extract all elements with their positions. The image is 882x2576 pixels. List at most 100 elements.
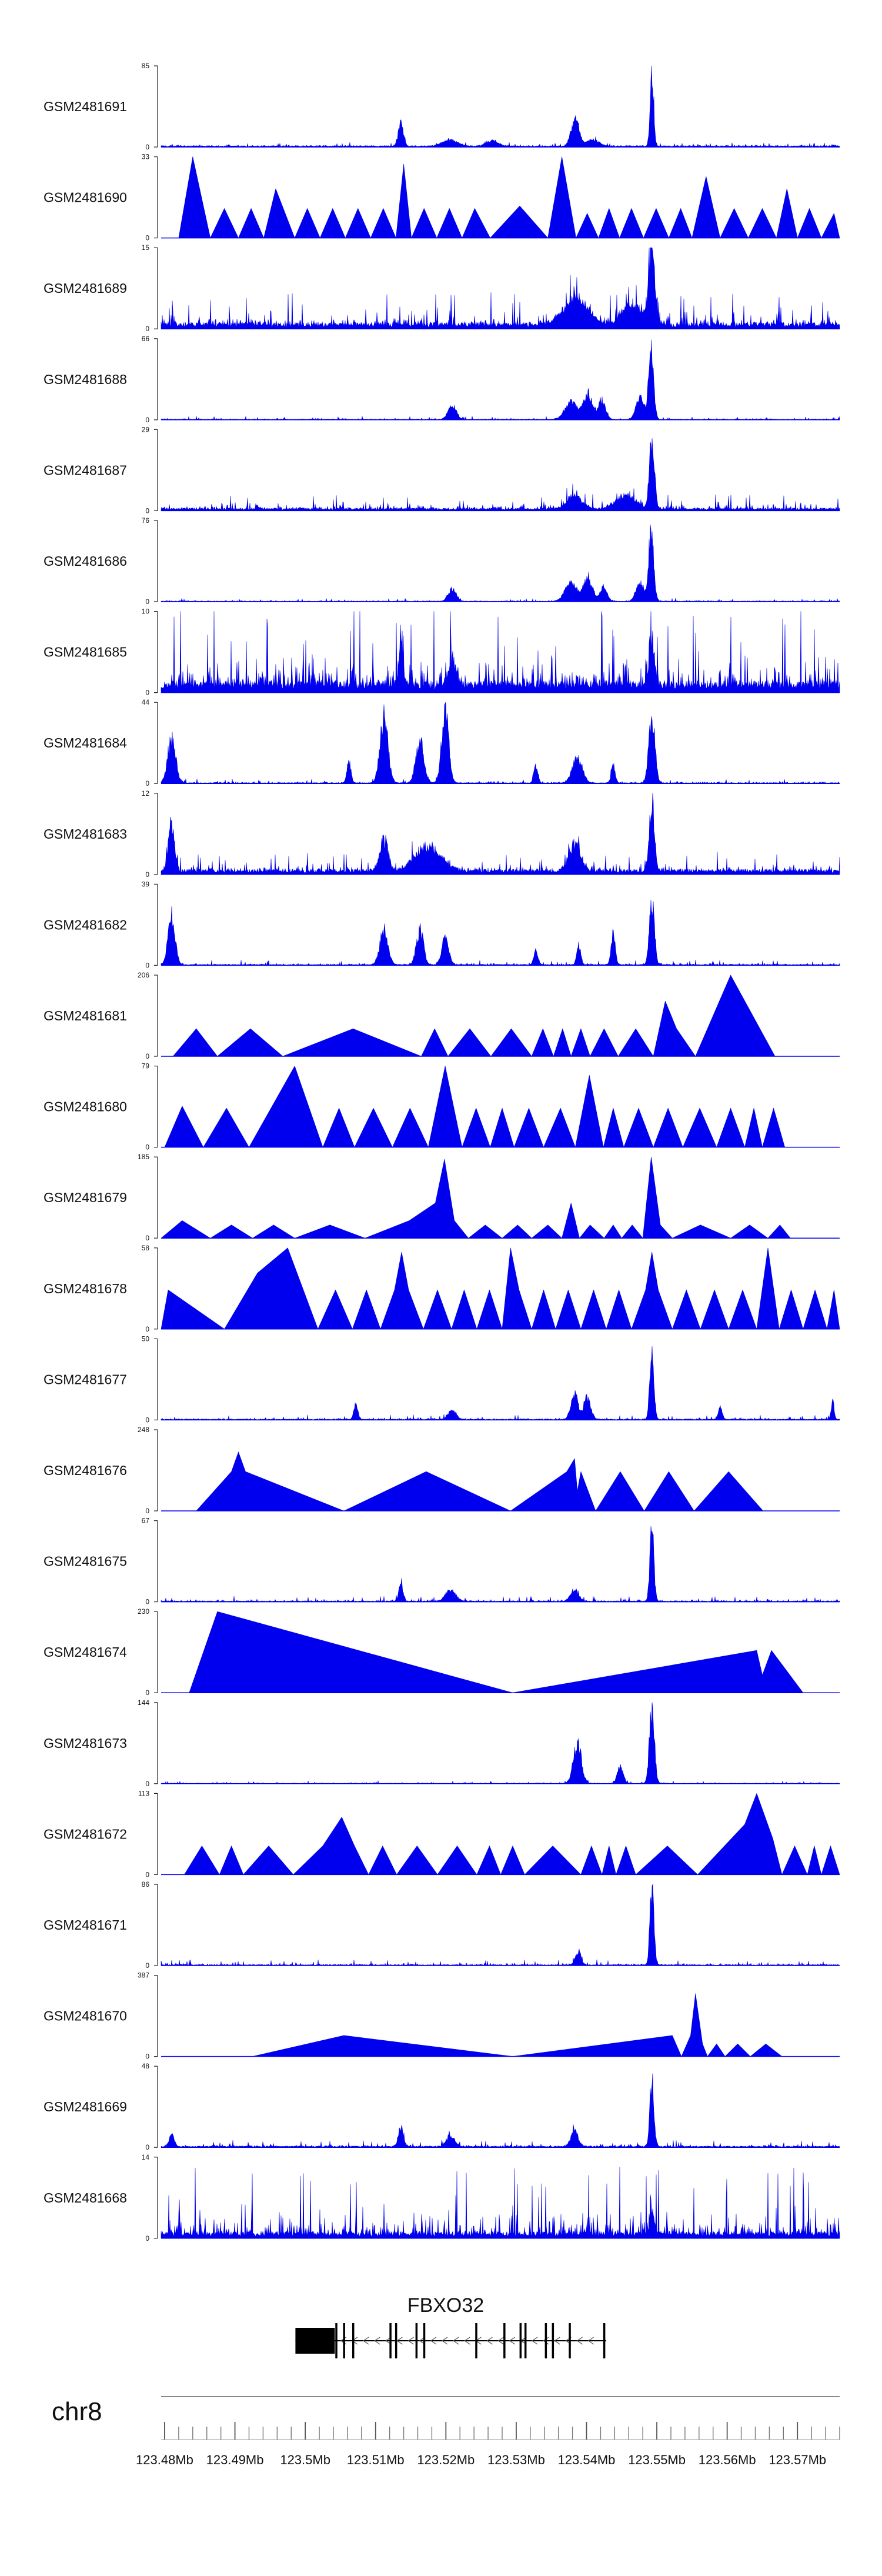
signal-area <box>161 1247 840 1330</box>
y-max-label: 33 <box>142 153 150 161</box>
gene-exon <box>352 2323 355 2358</box>
signal-area <box>161 1346 840 1420</box>
gene-utr-block <box>295 2328 335 2354</box>
strand-arrow <box>385 2337 392 2345</box>
strand-arrow <box>543 2337 549 2345</box>
track-label: GSM2481691 <box>44 99 127 114</box>
track-label: GSM2481682 <box>44 917 127 932</box>
track-label: GSM2481677 <box>44 1372 127 1387</box>
signal-area <box>178 156 840 238</box>
signal-area <box>164 1066 785 1147</box>
strand-arrow <box>554 2337 560 2345</box>
strand-arrow <box>509 2337 516 2345</box>
strand-arrow <box>587 2337 594 2345</box>
strand-arrow <box>419 2337 425 2345</box>
y-max-label: 144 <box>138 1699 149 1707</box>
signal-area <box>161 2167 840 2239</box>
y-min-label: 0 <box>145 1052 149 1060</box>
y-max-label: 206 <box>138 971 149 979</box>
y-min-label: 0 <box>145 325 149 333</box>
y-min-label: 0 <box>145 1143 149 1152</box>
signal-area <box>161 247 840 329</box>
signal-area <box>184 1793 840 1875</box>
y-max-label: 67 <box>142 1517 150 1525</box>
signal-area <box>161 339 840 421</box>
y-max-label: 48 <box>142 2062 150 2070</box>
y-min-label: 0 <box>145 1416 149 1424</box>
track-GSM2481681: GSM2481681 206 0 <box>44 971 840 1060</box>
track-GSM2481668: GSM2481668 14 0 <box>44 2153 840 2243</box>
track-GSM2481679: GSM2481679 185 0 <box>44 1153 840 1242</box>
y-max-label: 86 <box>142 1880 150 1888</box>
signal-area <box>189 1611 804 1693</box>
track-GSM2481684: GSM2481684 44 0 <box>44 698 840 788</box>
track-GSM2481683: GSM2481683 12 0 <box>44 789 840 879</box>
gene-exon <box>552 2323 554 2358</box>
track-GSM2481690: GSM2481690 33 0 <box>44 153 840 242</box>
signal-tracks: GSM2481691850GSM2481690330GSM2481689150G… <box>44 62 840 2243</box>
track-GSM2481677: GSM2481677 50 0 <box>44 1334 840 1424</box>
track-GSM2481682: GSM2481682 39 0 <box>44 880 840 969</box>
y-min-label: 0 <box>145 1780 149 1788</box>
signal-area <box>161 65 840 148</box>
gene-exon <box>603 2323 606 2358</box>
y-min-label: 0 <box>145 1870 149 1878</box>
y-max-label: 66 <box>142 335 150 343</box>
track-GSM2481685: GSM2481685 10 0 <box>44 608 840 697</box>
tick-label: 123.57Mb <box>769 2452 826 2467</box>
track-label: GSM2481679 <box>44 1190 127 1205</box>
signal-area <box>161 438 840 511</box>
y-max-label: 44 <box>142 698 150 706</box>
strand-arrow <box>452 2337 459 2345</box>
signal-area <box>161 702 840 784</box>
track-label: GSM2481670 <box>44 2008 127 2024</box>
track-GSM2481687: GSM2481687 29 0 <box>44 425 840 515</box>
y-min-label: 0 <box>145 2053 149 2061</box>
y-min-label: 0 <box>145 689 149 697</box>
track-GSM2481680: GSM2481680 79 0 <box>44 1062 840 1152</box>
track-label: GSM2481689 <box>44 281 127 296</box>
gene-exon <box>519 2323 522 2358</box>
signal-area <box>161 1156 791 1239</box>
gene-exon <box>423 2323 426 2358</box>
y-max-label: 79 <box>142 1062 150 1070</box>
y-max-label: 185 <box>138 1153 149 1161</box>
tick-label: 123.55Mb <box>628 2452 686 2467</box>
y-max-label: 248 <box>138 1426 149 1434</box>
gene-track: FBXO32 <box>295 2294 606 2358</box>
y-max-label: 15 <box>142 243 150 252</box>
y-min-label: 0 <box>145 779 149 788</box>
track-GSM2481689: GSM2481689 15 0 <box>44 243 840 333</box>
track-GSM2481675: GSM2481675 67 0 <box>44 1517 840 1606</box>
y-min-label: 0 <box>145 1961 149 1970</box>
track-GSM2481686: GSM2481686 76 0 <box>44 516 840 606</box>
track-label: GSM2481683 <box>44 826 127 842</box>
y-min-label: 0 <box>145 506 149 515</box>
track-GSM2481670: GSM2481670 387 0 <box>44 1971 840 2061</box>
track-GSM2481688: GSM2481688 66 0 <box>44 335 840 424</box>
y-min-label: 0 <box>145 1689 149 1697</box>
gene-model <box>295 2323 606 2358</box>
track-GSM2481672: GSM2481672 113 0 <box>44 1789 840 1878</box>
track-GSM2481673: GSM2481673 144 0 <box>44 1699 840 1788</box>
tick-label: 123.56Mb <box>699 2452 756 2467</box>
track-GSM2481671: GSM2481671 86 0 <box>44 1880 840 1970</box>
signal-area <box>161 2073 840 2148</box>
track-GSM2481691: GSM2481691 85 0 <box>44 62 840 151</box>
track-label: GSM2481680 <box>44 1099 127 1115</box>
y-min-label: 0 <box>145 143 149 151</box>
track-label: GSM2481686 <box>44 553 127 569</box>
y-min-label: 0 <box>145 1598 149 1606</box>
strand-arrow <box>497 2337 504 2345</box>
y-min-label: 0 <box>145 1325 149 1333</box>
gene-exon <box>569 2323 571 2358</box>
y-min-label: 0 <box>145 2143 149 2151</box>
track-label: GSM2481676 <box>44 1463 127 1478</box>
track-label: GSM2481687 <box>44 462 127 478</box>
signal-area <box>161 1702 840 1784</box>
tick-label: 123.51Mb <box>347 2452 405 2467</box>
strand-arrow <box>351 2337 358 2345</box>
tick-label: 123.49Mb <box>206 2452 264 2467</box>
track-label: GSM2481684 <box>44 735 127 750</box>
